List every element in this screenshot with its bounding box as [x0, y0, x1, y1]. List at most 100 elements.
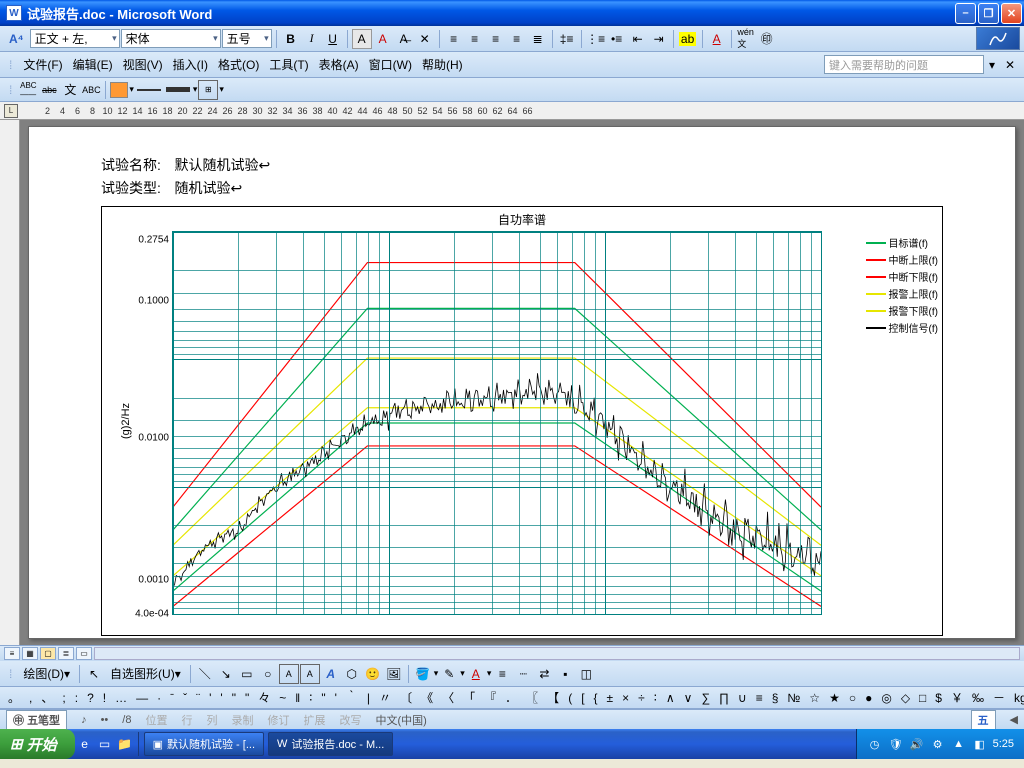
close-doc-button[interactable]: ✕	[1000, 55, 1020, 75]
align-center-button[interactable]: ≡	[465, 29, 485, 49]
symbol-button[interactable]: ☆	[805, 690, 824, 706]
select-arrow-icon[interactable]: ↖	[84, 664, 104, 684]
menu-视图V[interactable]: 视图(V)	[118, 53, 168, 76]
menu-窗口W[interactable]: 窗口(W)	[364, 53, 417, 76]
paragraph-style-dropdown[interactable]: 正文 + 左,	[30, 29, 120, 48]
symbol-button[interactable]: ‰	[968, 690, 988, 706]
maximize-button[interactable]: ❐	[978, 3, 999, 24]
horizontal-ruler[interactable]: L 24681012141618202224262830323436384042…	[0, 102, 1024, 120]
font-color-button[interactable]: A	[707, 29, 727, 49]
symbol-button[interactable]: —	[132, 690, 152, 706]
line-icon[interactable]: ＼	[195, 664, 215, 684]
tool-wen[interactable]: 文	[60, 80, 80, 100]
symbol-button[interactable]: ◎	[877, 690, 895, 706]
decrease-indent-button[interactable]: ⇤	[628, 29, 648, 49]
horizontal-scrollbar[interactable]	[94, 647, 1020, 660]
wordart-icon[interactable]: A	[321, 664, 341, 684]
line-weight-icon[interactable]: ≡	[492, 664, 512, 684]
symbol-button[interactable]: －	[989, 688, 1009, 707]
symbol-button[interactable]: ≡	[752, 690, 767, 706]
symbol-button[interactable]: ．	[501, 688, 521, 707]
line-style-thin[interactable]	[137, 89, 161, 91]
draw-menu[interactable]: 绘图(D) ▾	[18, 662, 75, 685]
symbol-button[interactable]: (	[564, 690, 576, 706]
symbol-button[interactable]: "	[228, 690, 240, 706]
symbol-button[interactable]: $	[931, 690, 946, 706]
symbol-button[interactable]: ｀	[342, 688, 362, 707]
symbol-button[interactable]: "	[241, 690, 253, 706]
ime-indicator[interactable]: ㊥ 五笔型	[6, 710, 67, 730]
symbol-button[interactable]: {	[590, 690, 602, 706]
symbol-button[interactable]: 々	[254, 688, 274, 707]
outline-view-button[interactable]: ≣	[58, 647, 74, 660]
symbol-button[interactable]: §	[768, 690, 783, 706]
menu-工具T[interactable]: 工具(T)	[264, 53, 313, 76]
symbol-button[interactable]: ˉ	[166, 690, 178, 706]
start-button[interactable]: ⊞ 开始	[0, 729, 75, 759]
rectangle-icon[interactable]: ▭	[237, 664, 257, 684]
symbol-button[interactable]: [	[577, 690, 588, 706]
bold-button[interactable]: B	[281, 29, 301, 49]
symbol-button[interactable]: '	[205, 690, 215, 706]
ime-badge[interactable]: 五	[971, 710, 996, 730]
symbol-button[interactable]: '	[216, 690, 226, 706]
symbol-button[interactable]: №	[783, 690, 804, 706]
dash-style-icon[interactable]: ┈	[513, 664, 533, 684]
symbol-button[interactable]: ○	[845, 690, 860, 706]
tray-icon[interactable]: ▲	[951, 736, 967, 752]
italic-button[interactable]: I	[302, 29, 322, 49]
font-family-dropdown[interactable]: 宋体	[121, 29, 221, 48]
char-scale-button[interactable]: A̶	[394, 29, 414, 49]
symbol-button[interactable]: ∑	[697, 690, 714, 706]
symbol-button[interactable]: ±	[603, 690, 618, 706]
diagram-icon[interactable]: ⬡	[342, 664, 362, 684]
fill-color-orange[interactable]	[110, 82, 128, 98]
symbol-button[interactable]: …	[111, 690, 131, 706]
tray-icon[interactable]: ⚙	[930, 736, 946, 752]
align-right-button[interactable]: ≡	[486, 29, 506, 49]
enclose-char-button[interactable]: ㊞	[757, 29, 777, 49]
menu-编辑E[interactable]: 编辑(E)	[68, 53, 118, 76]
underline-button[interactable]: U	[323, 29, 343, 49]
symbol-button[interactable]: 〔	[396, 688, 416, 707]
picture-icon[interactable]: 🖼	[384, 664, 404, 684]
menu-格式O[interactable]: 格式(O)	[213, 53, 264, 76]
symbol-button[interactable]: 「	[459, 688, 479, 707]
help-search-input[interactable]: 键入需要帮助的问题	[824, 55, 984, 74]
symbol-button[interactable]: ‖	[291, 690, 304, 706]
font-size-dropdown[interactable]: 五号	[222, 29, 272, 48]
normal-view-button[interactable]: ≡	[4, 647, 20, 660]
system-tray[interactable]: ◷ 🛡 🔊 ⚙ ▲ ◧ 5:25	[856, 729, 1024, 759]
insert-table-icon[interactable]: ⊞	[198, 80, 218, 100]
symbol-button[interactable]: ∪	[734, 690, 751, 706]
symbol-button[interactable]: 、	[37, 688, 57, 707]
explorer-icon[interactable]: 📁	[116, 733, 134, 755]
minimize-button[interactable]: –	[955, 3, 976, 24]
fill-color-icon[interactable]: 🪣	[413, 664, 433, 684]
tray-icon[interactable]: 🛡	[888, 736, 904, 752]
symbol-button[interactable]: □	[915, 690, 930, 706]
symbol-button[interactable]: !	[99, 690, 110, 706]
symbol-button[interactable]: 〃	[375, 688, 395, 707]
symbol-button[interactable]: '	[331, 690, 341, 706]
symbol-button[interactable]: ∏	[715, 690, 733, 706]
vertical-ruler[interactable]	[0, 120, 20, 645]
textbox-v-icon[interactable]: A	[300, 664, 320, 684]
taskbar-item[interactable]: W试验报告.doc - M...	[268, 732, 393, 756]
clock[interactable]: 5:25	[993, 738, 1014, 750]
symbol-button[interactable]: ;	[58, 690, 69, 706]
menu-表格A[interactable]: 表格(A)	[314, 53, 364, 76]
symbol-button[interactable]: 『	[480, 688, 500, 707]
tool-abc[interactable]: ABC——	[18, 80, 38, 100]
tool-abc3[interactable]: ABC	[81, 80, 101, 100]
symbol-button[interactable]: ˇ	[179, 690, 191, 706]
symbol-button[interactable]: ◇	[897, 690, 914, 706]
symbol-button[interactable]: ∨	[680, 690, 697, 706]
highlight-button[interactable]: ab	[678, 29, 698, 49]
tray-icon[interactable]: ◷	[867, 736, 883, 752]
3d-icon[interactable]: ◫	[576, 664, 596, 684]
symbol-button[interactable]: kg	[1010, 690, 1024, 706]
clipart-icon[interactable]: 🙂	[363, 664, 383, 684]
symbol-button[interactable]: ∧	[662, 690, 679, 706]
line-spacing-button[interactable]: ‡≡	[557, 29, 577, 49]
